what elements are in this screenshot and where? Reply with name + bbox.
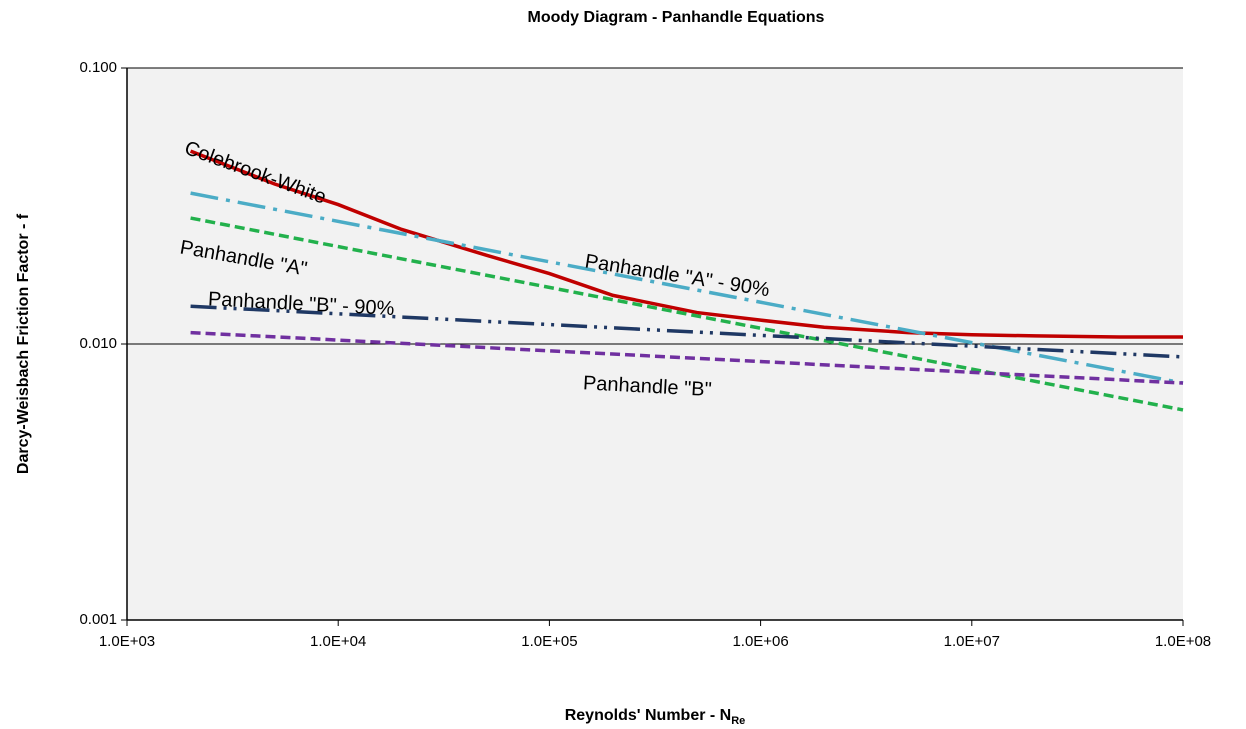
series-line bbox=[190, 330, 1184, 385]
x-axis-label-subscript: Re bbox=[731, 715, 745, 727]
x-tick-label: 1.0E+04 bbox=[310, 633, 366, 650]
x-tick-label: 1.0E+05 bbox=[521, 633, 577, 650]
y-axis-label: Darcy-Weisbach Friction Factor - f bbox=[15, 213, 32, 474]
y-tick-label: 0.010 bbox=[79, 335, 117, 352]
x-axis-label-text: Reynolds' Number - N bbox=[565, 707, 732, 724]
x-tick-label: 1.0E+03 bbox=[99, 633, 155, 650]
x-axis-label: Reynolds' Number - NRe bbox=[565, 707, 746, 727]
x-tick-label: 1.0E+07 bbox=[944, 633, 1000, 650]
series-line bbox=[189, 149, 1183, 339]
x-tick-label: 1.0E+08 bbox=[1155, 633, 1211, 650]
y-tick-label: 0.001 bbox=[79, 611, 117, 628]
x-tick-label: 1.0E+06 bbox=[732, 633, 788, 650]
series-line bbox=[190, 216, 1184, 412]
series-line bbox=[190, 191, 1184, 385]
series-line bbox=[190, 304, 1184, 359]
chart-title: Moody Diagram - Panhandle Equations bbox=[528, 9, 825, 26]
y-tick-label: 0.100 bbox=[79, 59, 117, 76]
